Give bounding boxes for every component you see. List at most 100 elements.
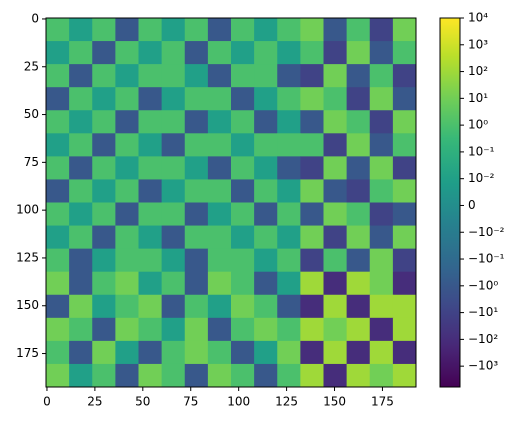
- colorbar: [439, 17, 461, 388]
- cell: [254, 64, 278, 88]
- cell: [138, 64, 163, 88]
- cell: [300, 248, 324, 273]
- cell: [323, 133, 348, 157]
- cell: [115, 41, 139, 65]
- cell: [207, 179, 232, 203]
- cell: [161, 87, 186, 111]
- cell: [207, 340, 232, 365]
- y-tick-label: 75: [24, 155, 39, 169]
- cell: [231, 340, 255, 365]
- cell: [115, 87, 139, 111]
- cell: [369, 202, 394, 227]
- cell: [184, 41, 209, 65]
- cell: [138, 225, 163, 250]
- cell: [46, 133, 70, 157]
- cell: [392, 64, 417, 88]
- cell: [46, 87, 70, 111]
- cell: [231, 225, 255, 250]
- cell: [346, 317, 371, 342]
- x-tick-label: 175: [371, 395, 394, 409]
- cell: [184, 179, 209, 203]
- cell: [369, 363, 394, 388]
- cell: [254, 271, 278, 296]
- cell: [254, 340, 278, 365]
- cell: [69, 64, 93, 88]
- cell: [392, 202, 417, 227]
- cell: [207, 248, 232, 273]
- cell: [277, 202, 301, 227]
- cell: [323, 340, 348, 365]
- cell: [115, 248, 139, 273]
- cell: [115, 317, 139, 342]
- cell: [184, 225, 209, 250]
- cell: [161, 363, 186, 388]
- cell: [277, 179, 301, 203]
- cell: [323, 225, 348, 250]
- cell: [369, 110, 394, 134]
- cell: [231, 156, 255, 180]
- cell: [46, 64, 70, 88]
- colorbar-tick-label: 10³: [468, 37, 488, 51]
- colorbar-tick-label: 10⁻¹: [468, 144, 495, 158]
- cell: [115, 294, 139, 319]
- cell: [161, 18, 186, 42]
- x-tick-label: 125: [275, 395, 298, 409]
- cell: [300, 225, 324, 250]
- cell: [346, 156, 371, 180]
- cell: [92, 64, 116, 88]
- cell: [92, 248, 116, 273]
- cell: [369, 64, 394, 88]
- cell: [138, 41, 163, 65]
- cell: [254, 179, 278, 203]
- cell: [69, 271, 93, 296]
- cell: [69, 340, 93, 365]
- cell: [346, 248, 371, 273]
- cell: [231, 317, 255, 342]
- cell: [69, 294, 93, 319]
- cell: [69, 41, 93, 65]
- cell: [115, 271, 139, 296]
- cell: [92, 87, 116, 111]
- cell: [277, 225, 301, 250]
- cell: [92, 294, 116, 319]
- cell: [184, 202, 209, 227]
- colorbar-tick-label: 10²: [468, 64, 488, 78]
- cell: [277, 317, 301, 342]
- cell: [207, 64, 232, 88]
- cell: [184, 156, 209, 180]
- cell: [346, 363, 371, 388]
- cell: [254, 202, 278, 227]
- colorbar-tick-label: 10⁴: [468, 11, 488, 25]
- cell: [92, 179, 116, 203]
- y-tick-label: 125: [16, 250, 39, 264]
- x-tick-label: 150: [323, 395, 346, 409]
- cell: [92, 363, 116, 388]
- x-tick-label: 75: [183, 395, 198, 409]
- colorbar-tick-label: −10⁰: [468, 278, 498, 292]
- cell: [277, 248, 301, 273]
- cell: [207, 294, 232, 319]
- cell: [300, 133, 324, 157]
- cell: [392, 294, 417, 319]
- cell: [46, 41, 70, 65]
- cell: [138, 248, 163, 273]
- cell: [207, 317, 232, 342]
- cell: [46, 156, 70, 180]
- cell: [207, 156, 232, 180]
- cell: [300, 294, 324, 319]
- cell: [161, 340, 186, 365]
- cell: [92, 18, 116, 42]
- cell: [138, 110, 163, 134]
- cell: [300, 202, 324, 227]
- cell: [254, 41, 278, 65]
- cell: [369, 317, 394, 342]
- cell: [92, 156, 116, 180]
- cell: [277, 64, 301, 88]
- cell: [138, 340, 163, 365]
- cell: [231, 202, 255, 227]
- cell: [46, 271, 70, 296]
- cell: [392, 87, 417, 111]
- cell: [138, 179, 163, 203]
- cell: [115, 110, 139, 134]
